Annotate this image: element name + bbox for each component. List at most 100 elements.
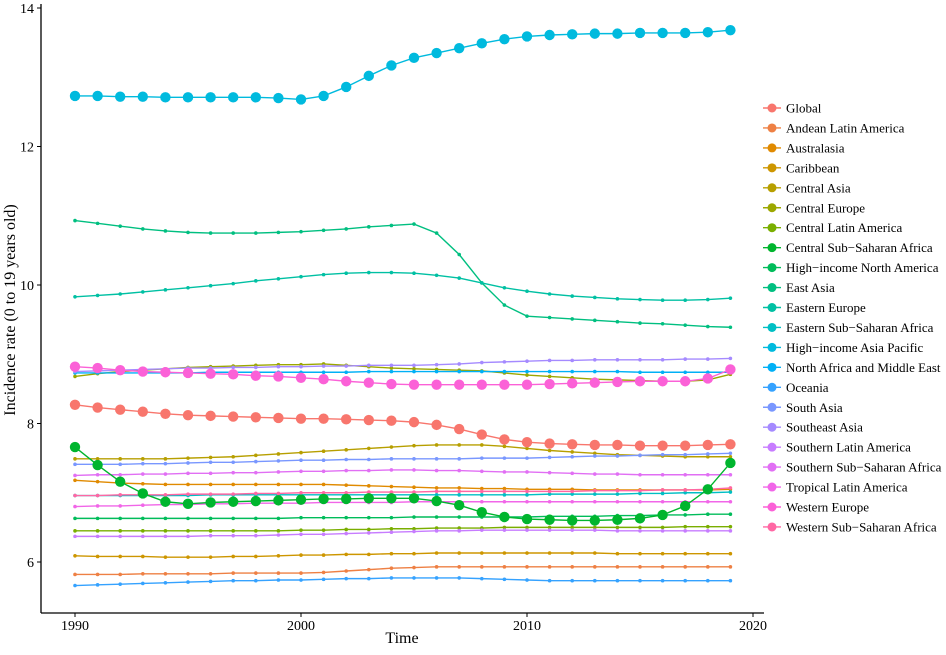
data-point bbox=[254, 482, 258, 487]
data-point bbox=[457, 362, 462, 366]
data-point bbox=[367, 457, 371, 462]
data-point bbox=[547, 528, 552, 532]
data-point bbox=[570, 369, 574, 374]
legend-marker bbox=[767, 183, 777, 193]
data-point bbox=[92, 362, 103, 374]
data-point bbox=[725, 439, 736, 450]
data-point bbox=[231, 533, 235, 538]
data-point bbox=[589, 377, 600, 388]
data-point bbox=[95, 293, 100, 298]
data-point bbox=[431, 47, 442, 59]
series-southern-latin-america bbox=[73, 528, 733, 539]
data-point bbox=[702, 27, 713, 38]
data-point bbox=[706, 529, 710, 533]
data-point bbox=[118, 457, 122, 461]
data-point bbox=[186, 516, 190, 521]
data-point bbox=[186, 471, 190, 476]
data-point bbox=[476, 38, 487, 49]
data-point bbox=[525, 446, 529, 451]
data-point bbox=[502, 489, 507, 494]
data-point bbox=[434, 443, 439, 447]
data-point bbox=[615, 297, 620, 301]
legend-label: South Asia bbox=[786, 400, 843, 415]
data-point bbox=[299, 490, 303, 495]
data-point bbox=[615, 529, 620, 533]
legend-item: East Asia bbox=[763, 280, 835, 295]
data-point bbox=[476, 506, 487, 518]
data-point bbox=[480, 486, 484, 491]
data-point bbox=[208, 533, 213, 538]
data-point bbox=[502, 499, 507, 504]
data-point bbox=[231, 529, 235, 533]
legend-label: Southern Sub−Saharan Africa bbox=[786, 460, 942, 475]
data-point bbox=[434, 457, 439, 461]
data-point bbox=[457, 486, 462, 490]
data-point bbox=[638, 357, 642, 362]
series-south-asia bbox=[73, 451, 733, 467]
data-point bbox=[525, 359, 529, 363]
data-point bbox=[544, 29, 555, 41]
data-point bbox=[547, 551, 552, 555]
data-point bbox=[706, 324, 710, 329]
data-point bbox=[318, 493, 329, 505]
data-point bbox=[254, 470, 258, 475]
data-point bbox=[389, 363, 394, 368]
series-line bbox=[74, 469, 731, 477]
data-point bbox=[570, 499, 574, 504]
series-line bbox=[74, 552, 731, 558]
data-point bbox=[567, 29, 578, 40]
series-line bbox=[74, 366, 731, 386]
data-point bbox=[386, 493, 397, 504]
data-point bbox=[141, 457, 145, 461]
data-point bbox=[389, 457, 394, 461]
data-point bbox=[660, 472, 665, 477]
data-point bbox=[141, 516, 145, 521]
data-point bbox=[706, 472, 710, 477]
data-point bbox=[434, 231, 439, 235]
data-point bbox=[412, 551, 416, 556]
data-point bbox=[118, 582, 122, 586]
data-point bbox=[299, 532, 303, 537]
data-point bbox=[299, 469, 303, 474]
data-point bbox=[434, 369, 439, 374]
data-point bbox=[502, 528, 507, 532]
data-point bbox=[525, 369, 529, 374]
data-point bbox=[231, 454, 235, 459]
data-point bbox=[502, 360, 507, 364]
data-point bbox=[502, 577, 507, 582]
data-point bbox=[73, 516, 77, 521]
data-point bbox=[408, 52, 420, 64]
data-point bbox=[431, 419, 442, 431]
data-point bbox=[457, 526, 462, 530]
data-point bbox=[141, 461, 145, 466]
data-point bbox=[163, 229, 168, 233]
legend-label: Eastern Europe bbox=[786, 300, 866, 315]
legend-marker bbox=[767, 462, 777, 472]
data-point bbox=[525, 578, 529, 582]
data-point bbox=[73, 462, 77, 467]
legend-label: High−income North America bbox=[786, 260, 939, 275]
data-point bbox=[389, 484, 394, 489]
legend-item: Eastern Europe bbox=[763, 300, 866, 315]
data-point bbox=[273, 412, 284, 424]
data-point bbox=[92, 402, 103, 413]
data-point bbox=[547, 358, 552, 363]
legend-marker bbox=[767, 502, 777, 512]
data-point bbox=[547, 448, 552, 453]
legend-marker bbox=[767, 203, 777, 213]
data-point bbox=[276, 516, 281, 521]
data-point bbox=[231, 516, 235, 521]
data-point bbox=[321, 370, 326, 375]
data-point bbox=[73, 218, 77, 223]
data-point bbox=[208, 231, 213, 235]
data-point bbox=[434, 489, 439, 494]
data-point bbox=[321, 532, 326, 537]
data-point bbox=[412, 369, 416, 374]
data-point bbox=[525, 565, 529, 569]
data-point bbox=[389, 366, 394, 370]
legend-item: Southern Sub−Saharan Africa bbox=[763, 460, 942, 475]
data-point bbox=[321, 228, 326, 233]
data-point bbox=[680, 27, 691, 39]
data-point bbox=[73, 553, 77, 558]
legend-item: Central Europe bbox=[763, 200, 865, 215]
